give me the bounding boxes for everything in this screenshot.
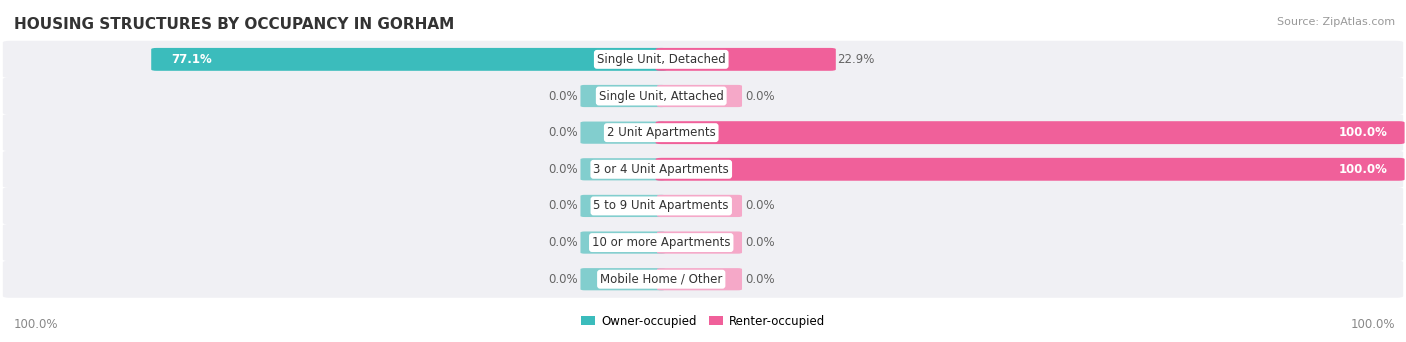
Text: 100.0%: 100.0%	[1339, 126, 1388, 139]
FancyBboxPatch shape	[3, 187, 1403, 224]
Text: 22.9%: 22.9%	[837, 53, 875, 66]
Text: 0.0%: 0.0%	[548, 199, 578, 212]
FancyBboxPatch shape	[657, 195, 742, 217]
FancyBboxPatch shape	[581, 85, 665, 107]
FancyBboxPatch shape	[581, 232, 665, 254]
Text: 100.0%: 100.0%	[1339, 163, 1388, 176]
FancyBboxPatch shape	[581, 268, 665, 290]
FancyBboxPatch shape	[3, 114, 1403, 151]
Legend: Owner-occupied, Renter-occupied: Owner-occupied, Renter-occupied	[576, 310, 830, 333]
FancyBboxPatch shape	[657, 85, 742, 107]
FancyBboxPatch shape	[3, 41, 1403, 78]
FancyBboxPatch shape	[3, 224, 1403, 261]
Text: 5 to 9 Unit Apartments: 5 to 9 Unit Apartments	[593, 199, 728, 212]
FancyBboxPatch shape	[581, 195, 665, 217]
FancyBboxPatch shape	[657, 268, 742, 290]
Text: 0.0%: 0.0%	[745, 199, 775, 212]
FancyBboxPatch shape	[655, 48, 835, 71]
Text: 0.0%: 0.0%	[745, 90, 775, 103]
FancyBboxPatch shape	[3, 261, 1403, 298]
Text: 0.0%: 0.0%	[548, 236, 578, 249]
Text: 100.0%: 100.0%	[1350, 318, 1395, 331]
Text: Single Unit, Detached: Single Unit, Detached	[598, 53, 725, 66]
FancyBboxPatch shape	[581, 121, 665, 144]
Text: Source: ZipAtlas.com: Source: ZipAtlas.com	[1277, 17, 1395, 27]
Text: HOUSING STRUCTURES BY OCCUPANCY IN GORHAM: HOUSING STRUCTURES BY OCCUPANCY IN GORHA…	[14, 17, 454, 32]
Text: 0.0%: 0.0%	[548, 163, 578, 176]
Text: 0.0%: 0.0%	[745, 236, 775, 249]
Text: 0.0%: 0.0%	[548, 90, 578, 103]
FancyBboxPatch shape	[657, 232, 742, 254]
Text: Mobile Home / Other: Mobile Home / Other	[600, 273, 723, 286]
Text: 100.0%: 100.0%	[14, 318, 59, 331]
Text: 0.0%: 0.0%	[745, 273, 775, 286]
FancyBboxPatch shape	[152, 48, 666, 71]
Text: 10 or more Apartments: 10 or more Apartments	[592, 236, 731, 249]
FancyBboxPatch shape	[3, 77, 1403, 115]
Text: 2 Unit Apartments: 2 Unit Apartments	[607, 126, 716, 139]
FancyBboxPatch shape	[3, 151, 1403, 188]
Text: 77.1%: 77.1%	[172, 53, 212, 66]
FancyBboxPatch shape	[581, 158, 665, 180]
Text: 0.0%: 0.0%	[548, 273, 578, 286]
Text: 3 or 4 Unit Apartments: 3 or 4 Unit Apartments	[593, 163, 730, 176]
Text: 0.0%: 0.0%	[548, 126, 578, 139]
FancyBboxPatch shape	[655, 121, 1405, 144]
Text: Single Unit, Attached: Single Unit, Attached	[599, 90, 724, 103]
FancyBboxPatch shape	[655, 158, 1405, 181]
